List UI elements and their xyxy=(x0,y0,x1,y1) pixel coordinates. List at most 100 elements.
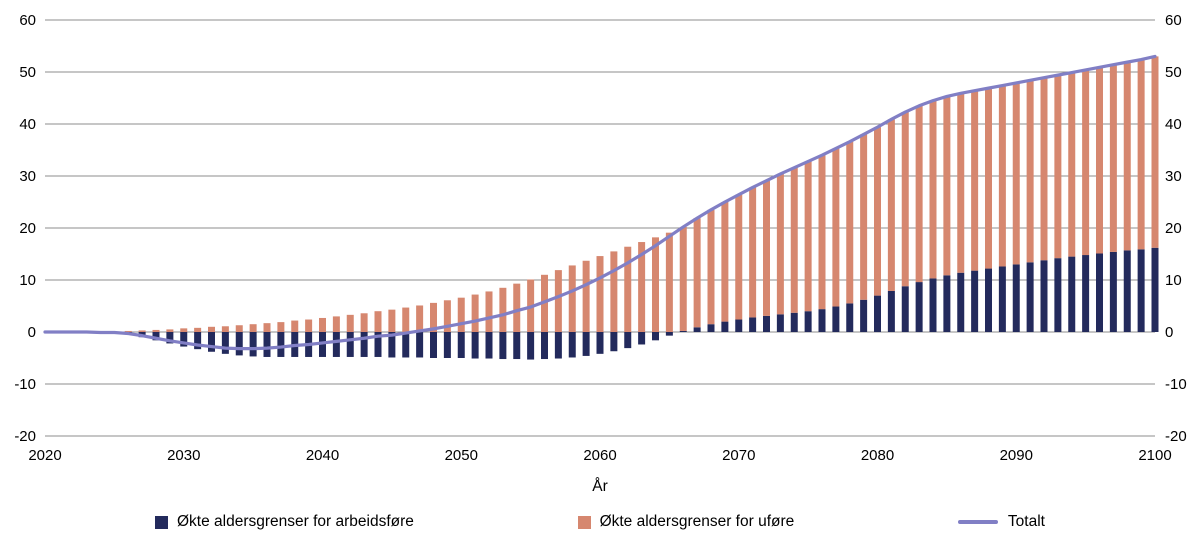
bar-arbeidsfore xyxy=(1123,250,1131,332)
bar-arbeidsfore xyxy=(1082,255,1090,332)
bar-arbeidsfore xyxy=(1137,249,1145,332)
bar-ufore xyxy=(901,112,909,287)
bar-ufore xyxy=(707,209,715,325)
bar-arbeidsfore xyxy=(180,332,188,347)
bar-ufore xyxy=(652,237,659,332)
bar-arbeidsfore xyxy=(527,332,535,360)
x-tick-label: 2100 xyxy=(1138,447,1171,464)
x-tick-label: 2070 xyxy=(722,447,755,464)
bar-arbeidsfore xyxy=(166,332,174,344)
bar-arbeidsfore xyxy=(874,295,881,332)
y-tick-label-left: -20 xyxy=(14,428,36,445)
bar-arbeidsfore xyxy=(499,332,507,360)
bar-ufore xyxy=(1026,80,1034,263)
bar-ufore xyxy=(1123,62,1131,251)
y-tick-label-left: 20 xyxy=(19,220,36,237)
legend-item-ufore: Økte aldersgrenser for uføre xyxy=(577,513,795,531)
bar-arbeidsfore xyxy=(1109,251,1117,332)
bar-ufore xyxy=(263,323,271,332)
bar-arbeidsfore xyxy=(804,311,812,332)
bar-ufore xyxy=(721,202,729,322)
bar-ufore xyxy=(610,251,618,332)
bar-ufore xyxy=(1151,56,1159,248)
bar-ufore xyxy=(346,314,354,332)
bar-arbeidsfore xyxy=(721,321,729,332)
bar-ufore xyxy=(790,167,798,313)
x-tick-label: 2020 xyxy=(28,447,61,464)
bar-ufore xyxy=(638,242,646,332)
x-tick-label: 2040 xyxy=(306,447,339,464)
bar-arbeidsfore xyxy=(665,332,673,336)
y-tick-label-right: 60 xyxy=(1165,12,1182,29)
bar-arbeidsfore xyxy=(763,315,770,332)
bar-ufore xyxy=(665,232,673,332)
y-tick-label-right: 20 xyxy=(1165,220,1182,237)
bar-arbeidsfore xyxy=(846,303,854,332)
bar-ufore xyxy=(277,322,285,332)
bars-ufore xyxy=(110,56,1159,332)
y-tick-label-left: 10 xyxy=(19,272,36,289)
bar-arbeidsfore xyxy=(221,332,229,354)
bar-ufore xyxy=(985,88,992,269)
y-tick-label-right: 40 xyxy=(1165,116,1182,133)
bar-ufore xyxy=(1054,75,1062,259)
y-tick-label-left: -10 xyxy=(14,376,36,393)
y-tick-label-right: 0 xyxy=(1165,324,1173,341)
bar-arbeidsfore xyxy=(513,332,521,360)
bar-ufore xyxy=(1096,67,1103,254)
bar-ufore xyxy=(1040,77,1048,261)
bar-ufore xyxy=(887,119,895,291)
bar-arbeidsfore xyxy=(610,332,618,352)
bar-ufore xyxy=(305,319,313,332)
x-tick-label: 2050 xyxy=(445,447,478,464)
bar-arbeidsfore xyxy=(208,332,215,352)
bar-ufore xyxy=(749,187,757,318)
y-axis-tick-labels: -20 -20 -10 -10 0 0 10 10 20 20 30 30 40 40 50 50 60 60 xyxy=(14,12,1186,445)
bar-ufore xyxy=(568,265,576,332)
bar-arbeidsfore xyxy=(887,290,895,332)
bar-ufore xyxy=(929,100,937,279)
bar-ufore xyxy=(1137,59,1145,250)
legend-swatch-totalt-line-icon xyxy=(957,520,998,524)
legend-swatch-arbeidsfore-icon xyxy=(155,515,168,529)
x-axis-tick-labels: 2020 2030 2040 2050 2060 2070 2080 2090 2100 xyxy=(28,447,1171,464)
bar-arbeidsfore xyxy=(568,332,576,358)
bar-ufore xyxy=(235,325,243,332)
bar-ufore xyxy=(763,180,770,316)
y-tick-label-right: -20 xyxy=(1165,428,1187,445)
y-tick-label-right: 30 xyxy=(1165,168,1182,185)
bar-ufore xyxy=(1109,64,1117,252)
legend-label-ufore: Økte aldersgrenser for uføre xyxy=(599,513,795,530)
legend-swatch-ufore-icon xyxy=(577,515,591,529)
bar-arbeidsfore xyxy=(943,275,951,332)
bar-arbeidsfore xyxy=(194,332,202,350)
legend: Økte aldersgrenser for arbeidsføre Økte … xyxy=(155,513,1045,531)
legend-label-totalt: Totalt xyxy=(1007,513,1045,530)
bar-ufore xyxy=(860,134,868,300)
bar-arbeidsfore xyxy=(582,332,590,356)
bar-ufore xyxy=(679,226,687,331)
bar-ufore xyxy=(1082,69,1090,256)
bar-ufore xyxy=(554,270,562,332)
bar-ufore xyxy=(402,307,410,332)
bar-arbeidsfore xyxy=(707,324,715,332)
bar-ufore xyxy=(166,329,174,332)
bar-ufore xyxy=(221,326,229,332)
bar-arbeidsfore xyxy=(485,332,493,359)
bar-ufore xyxy=(388,309,396,332)
bar-arbeidsfore xyxy=(901,286,909,332)
bar-arbeidsfore xyxy=(1054,258,1062,332)
x-tick-label: 2060 xyxy=(583,447,616,464)
bar-arbeidsfore xyxy=(957,272,965,332)
bar-arbeidsfore xyxy=(832,306,840,332)
y-tick-label-left: 60 xyxy=(19,12,36,29)
bar-arbeidsfore xyxy=(1151,247,1159,332)
y-tick-label-right: 50 xyxy=(1165,64,1182,81)
bar-ufore xyxy=(1012,82,1020,265)
bars-arbeidsfore xyxy=(97,247,1159,360)
bar-ufore xyxy=(874,127,881,296)
bar-arbeidsfore xyxy=(679,330,687,332)
bar-arbeidsfore xyxy=(457,332,465,358)
bar-arbeidsfore xyxy=(693,327,701,332)
bar-ufore xyxy=(208,326,215,332)
